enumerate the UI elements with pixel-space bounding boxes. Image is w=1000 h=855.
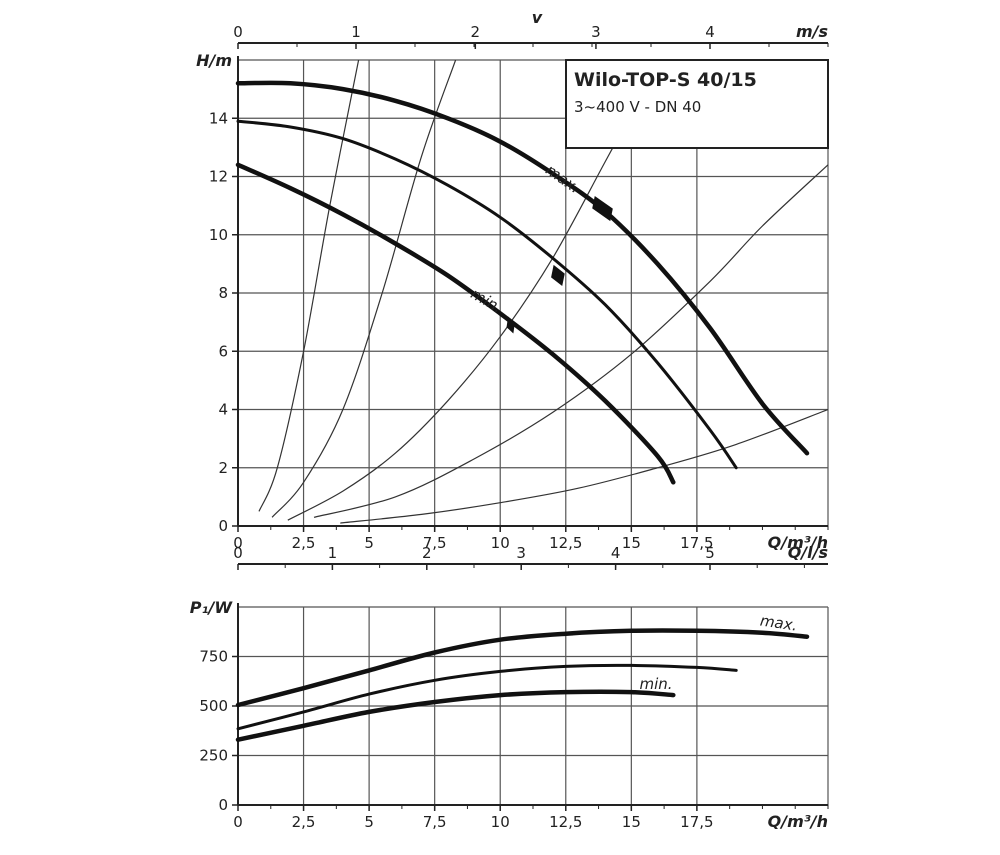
y-tick-label: 750: [199, 648, 228, 666]
y-tick-label: 10: [209, 226, 228, 244]
system-curve-line: [271, 60, 457, 518]
y-tick-label: 8: [218, 284, 228, 302]
x-tick-label: 0: [233, 813, 243, 831]
title-box: [565, 59, 829, 149]
x-tick-label: 0: [233, 534, 243, 552]
head-flow-chart: 0 2,5 5 7,5 10 12,5 15 17,5 Q/m³/h02468101214H/m…: [196, 8, 829, 552]
y-axis-label: H/m: [196, 51, 232, 70]
series-line: [235, 162, 676, 485]
x-tick-label: 5: [364, 813, 374, 831]
x-tick-label: 2,5: [292, 534, 316, 552]
top-tick-label: 2: [471, 23, 481, 41]
y-tick-label: 0: [218, 796, 228, 814]
system-curve-line: [313, 164, 828, 518]
system-curve-line: [287, 88, 645, 521]
series-line: [235, 628, 810, 708]
y-tick-label: 6: [218, 342, 228, 360]
y-tick-label: 250: [199, 747, 228, 765]
x-tick-label: 10: [491, 813, 510, 831]
x-tick-label: 15: [622, 813, 641, 831]
x-tick-label: 7,5: [423, 813, 447, 831]
power-flow-chart: 0 2,5 5 7,5 10 12,5 15 17,5 Q/m³/h0250500750P₁/W…: [190, 543, 829, 831]
top-tick-label: 3: [591, 23, 601, 41]
x-tick-label: 5: [364, 534, 374, 552]
system-curve-line: [258, 60, 360, 512]
top-tick-label: 4: [611, 544, 621, 562]
chart-title: Wilo-TOP-S 40/15: [574, 69, 757, 91]
series-line: [235, 80, 810, 456]
top-axis-letter: v: [532, 8, 543, 27]
top-tick-label: 2: [422, 544, 432, 562]
series-line: [236, 119, 738, 470]
x-tick-label: 17,5: [680, 813, 713, 831]
y-tick-label: 4: [218, 401, 228, 419]
y-tick-label: 0: [218, 517, 228, 535]
x-tick-label: 12,5: [549, 534, 582, 552]
x-tick-label: 10: [491, 534, 510, 552]
speed-marker: [551, 264, 565, 287]
x-axis-label: Q/m³/h: [768, 812, 828, 831]
top-tick-label: 1: [351, 23, 361, 41]
y-tick-label: 2: [218, 459, 228, 477]
x-tick-label: 2,5: [292, 813, 316, 831]
speed-marker: [506, 316, 515, 334]
y-tick-label: 12: [209, 168, 228, 186]
top-axis-label: Q/l/s: [788, 543, 828, 562]
top-tick-label: 1: [328, 544, 338, 562]
x-tick-label: 7,5: [423, 534, 447, 552]
chart-subtitle: 3~400 V - DN 40: [574, 98, 701, 116]
series-line: [236, 663, 738, 731]
top-tick-label: 3: [516, 544, 526, 562]
max-power-label: max.: [759, 612, 799, 635]
system-curve-line: [340, 408, 828, 524]
top-axis-label: m/s: [796, 22, 828, 41]
series-line: [235, 689, 676, 742]
speed-marker: [592, 195, 613, 222]
min-power-label: min.: [639, 675, 672, 693]
top-tick-label: 0: [233, 544, 243, 562]
top-tick-label: 0: [233, 23, 243, 41]
y-tick-label: 14: [209, 109, 228, 127]
y-axis-label: P₁/W: [190, 598, 234, 617]
top-tick-label: 4: [705, 23, 715, 41]
y-tick-label: 500: [199, 697, 228, 715]
x-axis-label: Q/m³/h: [768, 533, 828, 552]
x-tick-label: 12,5: [549, 813, 582, 831]
x-tick-label: 15: [622, 534, 641, 552]
x-tick-label: 17,5: [680, 534, 713, 552]
top-tick-label: 5: [705, 544, 715, 562]
